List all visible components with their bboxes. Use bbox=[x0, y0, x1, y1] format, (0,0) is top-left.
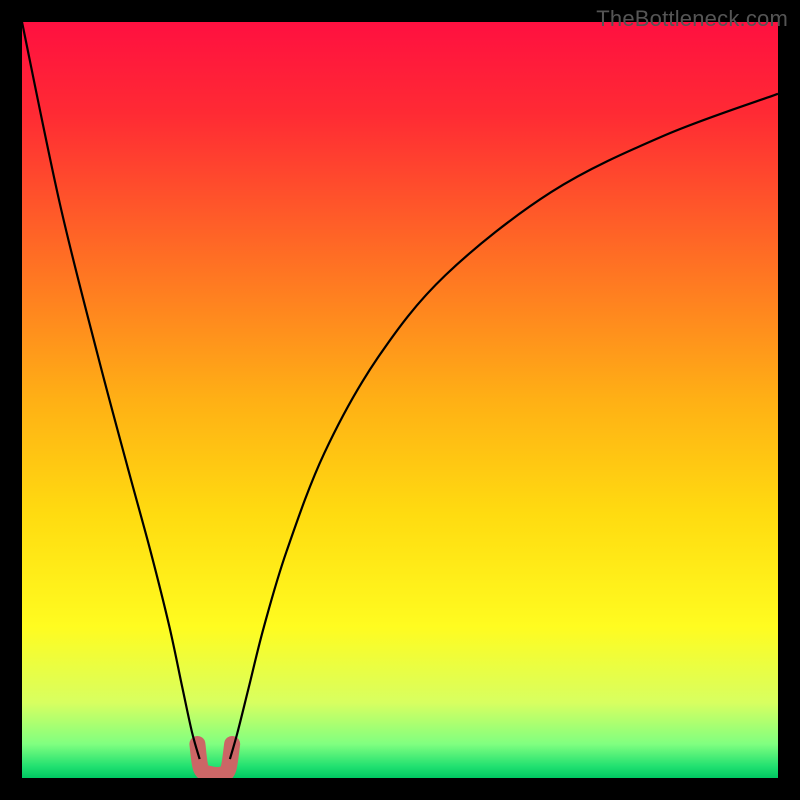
frame-border-segment bbox=[0, 778, 800, 800]
chart-frame: TheBottleneck.com bbox=[0, 0, 800, 800]
watermark-text: TheBottleneck.com bbox=[596, 6, 788, 32]
frame-border-segment bbox=[778, 0, 800, 800]
frame-border-segment bbox=[0, 0, 22, 800]
bottleneck-chart bbox=[0, 0, 800, 800]
